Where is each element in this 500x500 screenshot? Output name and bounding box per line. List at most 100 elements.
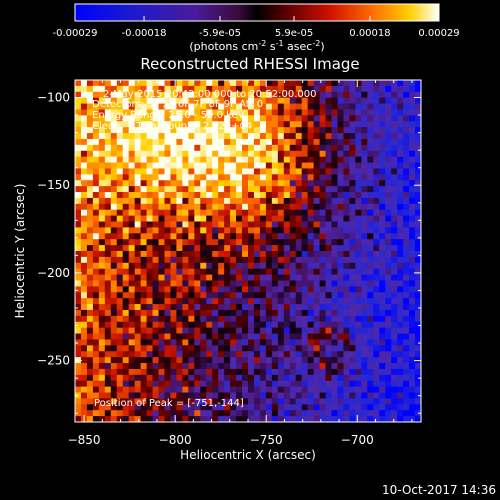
- heatmap-cell: [271, 103, 279, 110]
- heatmap-cell: [242, 262, 249, 270]
- heatmap-cell: [200, 138, 207, 146]
- heatmap-cell: [134, 380, 142, 388]
- heatmap-cell: [248, 392, 255, 399]
- heatmap-cell: [224, 174, 231, 181]
- heatmap-cell: [230, 251, 237, 258]
- heatmap-cell: [295, 192, 303, 199]
- heatmap-cell: [224, 345, 231, 352]
- heatmap-cell: [409, 351, 416, 358]
- heatmap-cell: [343, 321, 350, 329]
- heatmap-cell: [265, 168, 273, 175]
- heatmap-cell: [313, 386, 320, 393]
- heatmap-cell: [86, 162, 94, 169]
- heatmap-cell: [343, 109, 350, 116]
- heatmap-cell: [331, 345, 338, 352]
- heatmap-cell: [271, 274, 279, 281]
- heatmap-cell: [206, 127, 213, 134]
- heatmap-cell: [140, 298, 147, 305]
- heatmap-cell: [385, 109, 392, 116]
- x-tick-label: −800: [159, 433, 192, 447]
- heatmap-cell: [176, 121, 183, 128]
- heatmap-cell: [218, 256, 225, 264]
- heatmap-cell: [224, 404, 231, 411]
- heatmap-cell: [265, 138, 273, 146]
- heatmap-cell: [325, 80, 332, 87]
- heatmap-cell: [355, 280, 362, 287]
- heatmap-cell: [152, 239, 159, 246]
- heatmap-cell: [253, 174, 261, 181]
- heatmap-cell: [128, 410, 136, 417]
- heatmap-cell: [283, 351, 291, 358]
- heatmap-cell: [194, 233, 201, 240]
- heatmap-cell: [212, 315, 219, 323]
- heatmap-cell: [98, 115, 106, 122]
- heatmap-cell: [134, 221, 142, 228]
- heatmap-cell: [182, 333, 189, 340]
- heatmap-cell: [289, 138, 297, 146]
- heatmap-cell: [158, 127, 165, 134]
- heatmap-cell: [116, 374, 124, 382]
- heatmap-cell: [128, 239, 136, 246]
- heatmap-cell: [391, 363, 398, 370]
- heatmap-cell: [248, 368, 255, 376]
- heatmap-cell: [271, 156, 279, 163]
- heatmap-cell: [80, 91, 88, 99]
- heatmap-cell: [104, 357, 112, 364]
- heatmap-cell: [230, 315, 237, 323]
- heatmap-cell: [146, 309, 153, 317]
- heatmap-cell: [218, 197, 225, 205]
- heatmap-cell: [397, 162, 404, 169]
- heatmap-cell: [164, 233, 171, 240]
- heatmap-cell: [283, 256, 291, 264]
- heatmap-cell: [385, 268, 392, 275]
- heatmap-cell: [313, 256, 320, 264]
- heatmap-cell: [391, 162, 398, 169]
- heatmap-cell: [152, 386, 159, 393]
- heatmap-cell: [283, 156, 291, 163]
- heatmap-cell: [188, 309, 195, 317]
- heatmap-cell: [236, 239, 243, 246]
- heatmap-cell: [75, 245, 82, 252]
- heatmap-cell: [212, 404, 219, 411]
- heatmap-cell: [104, 174, 112, 181]
- heatmap-cell: [116, 251, 124, 258]
- heatmap-cell: [349, 410, 356, 417]
- heatmap-cell: [164, 380, 171, 388]
- heatmap-cell: [343, 333, 350, 340]
- heatmap-cell: [242, 215, 249, 222]
- heatmap-cell: [80, 227, 88, 234]
- heatmap-cell: [146, 203, 153, 211]
- heatmap-cell: [188, 333, 195, 340]
- heatmap-cell: [415, 321, 421, 329]
- heatmap-cell: [188, 109, 195, 116]
- heatmap-cell: [373, 298, 380, 305]
- heatmap-cell: [301, 127, 309, 134]
- heatmap-cell: [248, 144, 255, 152]
- heatmap-cell: [122, 209, 130, 217]
- heatmap-cell: [253, 268, 261, 275]
- heatmap-cell: [200, 262, 207, 270]
- heatmap-cell: [361, 304, 368, 311]
- heatmap-cell: [331, 121, 338, 128]
- heatmap-cell: [271, 321, 279, 329]
- heatmap-cell: [355, 186, 362, 193]
- heatmap-cell: [259, 321, 267, 329]
- heatmap-cell: [182, 339, 189, 346]
- heatmap-cell: [307, 80, 315, 87]
- heatmap-cell: [218, 286, 225, 293]
- heatmap-cell: [397, 233, 404, 240]
- heatmap-cell: [188, 209, 195, 217]
- heatmap-cell: [134, 168, 142, 175]
- heatmap-cell: [248, 398, 255, 405]
- heatmap-cell: [242, 345, 249, 352]
- heatmap-cell: [176, 327, 183, 334]
- heatmap-cell: [313, 203, 320, 211]
- heatmap-cell: [373, 380, 380, 388]
- heatmap-cell: [92, 268, 100, 275]
- heatmap-cell: [122, 192, 130, 199]
- heatmap-cell: [128, 333, 136, 340]
- heatmap-cell: [122, 392, 130, 399]
- heatmap-cell: [403, 410, 410, 417]
- heatmap-cell: [319, 286, 326, 293]
- heatmap-cell: [361, 392, 368, 399]
